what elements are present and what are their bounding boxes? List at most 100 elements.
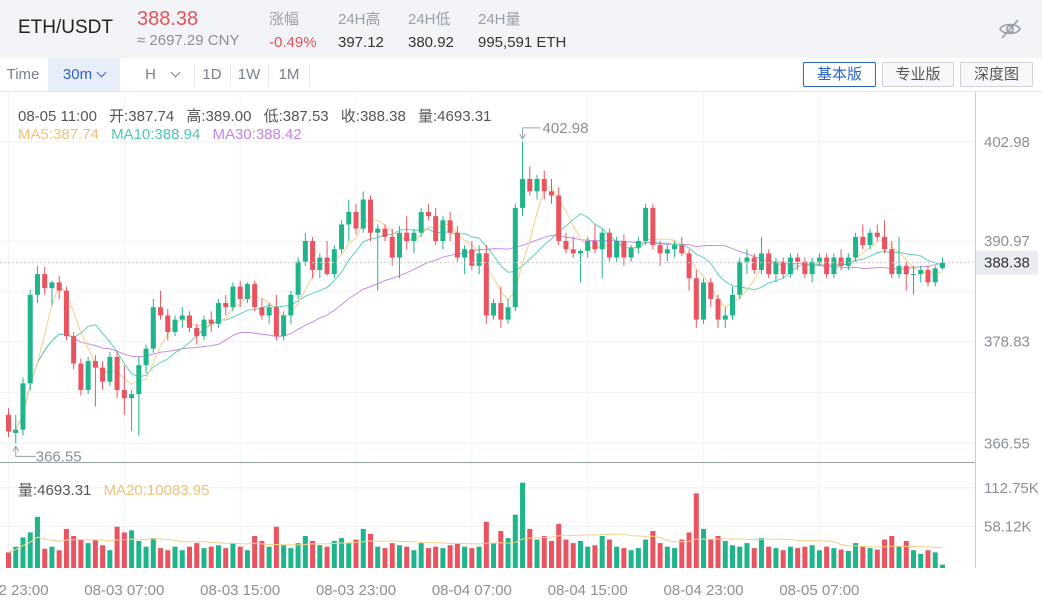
volume-bar [570,543,576,568]
ohlc-high: 高:389.00 [186,108,252,125]
market-header: ETH/USDT 388.38 ≈ 2697.29 CNY 涨幅 -0.49% … [0,0,1042,58]
candle-body [302,240,308,262]
volume-bar [520,482,526,568]
candle-body [42,274,48,289]
volume-bar [215,545,221,568]
chart-grid [0,92,975,568]
ohlc-low: 低:387.53 [263,108,329,125]
pair-name[interactable]: ETH/USDT [18,17,113,38]
candle-body [252,284,258,308]
candle-body [440,220,446,241]
hour-dropdown[interactable]: H [132,58,192,91]
interval-1d-button[interactable]: 1D [202,66,222,83]
volume-value: 量:4693.31 [18,482,92,499]
time-mode-button[interactable]: Time [6,66,40,83]
candlestick-chart[interactable]: 402.98 366.55 402.98 390.97 378.83 366.55 388.… [0,92,1042,607]
volume-bar [252,536,258,568]
volume-bar [114,526,120,568]
interval-1w-button[interactable]: 1W [237,66,261,83]
volume-bar [259,540,265,568]
candle-body [556,195,562,241]
volume-bar [751,548,757,568]
candle-body [686,253,692,279]
candle-body [201,319,207,337]
candle-body [150,307,156,349]
candle-body [476,253,482,266]
volume-bar [650,531,656,568]
candle-body [541,178,547,192]
volume-bar [505,538,511,568]
volume-bar [353,539,359,568]
volume-bar [527,528,533,568]
stat-high: 24H高 397.12 [338,8,384,51]
price-tick-label: 366.55 [984,435,1030,452]
basic-view-button[interactable]: 基本版 [803,62,876,87]
volume-bar [853,543,859,568]
candle-body [773,261,779,275]
depth-chart-button[interactable]: 深度图 [960,62,1033,87]
candle-body [230,286,236,308]
candle-body [244,284,250,299]
ma10-value: MA10:388.94 [111,126,201,143]
stat-low-value: 380.92 [408,34,454,51]
candle-body [701,282,707,320]
volume-bar [585,546,591,568]
candle-body [809,261,815,275]
price-tick-label: 402.98 [984,134,1030,151]
interval-1m-button[interactable]: 1M [278,66,300,83]
pro-view-button[interactable]: 专业版 [882,62,954,87]
candle-body [295,261,301,295]
candle-body [831,257,837,275]
volume-bar [360,528,366,568]
candle-body [512,207,518,308]
volume-bar [346,543,352,568]
candle-body [563,240,569,250]
ma30-value: MA30:388.42 [212,126,302,143]
time-tick-label: 08-04 23:00 [664,582,744,599]
volume-bar [302,536,308,568]
candle-body [802,261,808,275]
candle-body [331,249,337,275]
candle-body [281,315,287,337]
candle-body [418,212,424,233]
candle-body [903,265,909,275]
volume-info: 量:4693.31 MA20:10083.95 [18,479,217,500]
candle-body [49,282,55,289]
chart-toolbar: Time 30m H 1D 1W 1M 基本版 专业版 深度图 [0,58,1042,92]
volume-bar [179,550,185,568]
volume-bar [614,546,620,568]
volume-bar [737,546,743,568]
candle-body [396,232,402,258]
candle-body [679,245,685,254]
interval-dropdown[interactable]: 30m [48,58,120,91]
stat-change-label: 涨幅 [269,11,300,28]
candle-body [114,356,120,390]
volume-bar [85,543,91,568]
candle-body [491,303,497,316]
candle-body [136,365,142,395]
candle-body [158,307,164,316]
candle-body [621,240,627,258]
candle-body [693,278,699,320]
candle-body [614,240,620,258]
candle-body [237,286,243,299]
candle-body [853,236,859,258]
volume-bar [244,550,250,568]
ohlc-volume: 量:4693.31 [418,108,492,125]
volume-bar [809,545,815,568]
candle-body [939,262,945,268]
candle-body [925,269,931,283]
eye-slash-icon[interactable] [998,17,1022,41]
current-price-tag [976,250,1038,275]
volume-bar [730,545,735,568]
min-marker-arrow [12,445,20,452]
candle-body [469,249,475,266]
volume-bar [824,546,830,568]
volume-bar [389,543,395,568]
stat-volume: 24H量 995,591 ETH [478,8,566,51]
volume-bar [92,539,98,568]
candle-body [78,363,84,390]
stat-low-label: 24H低 [408,11,451,28]
candle-body [896,265,902,275]
volume-bar [418,543,424,568]
